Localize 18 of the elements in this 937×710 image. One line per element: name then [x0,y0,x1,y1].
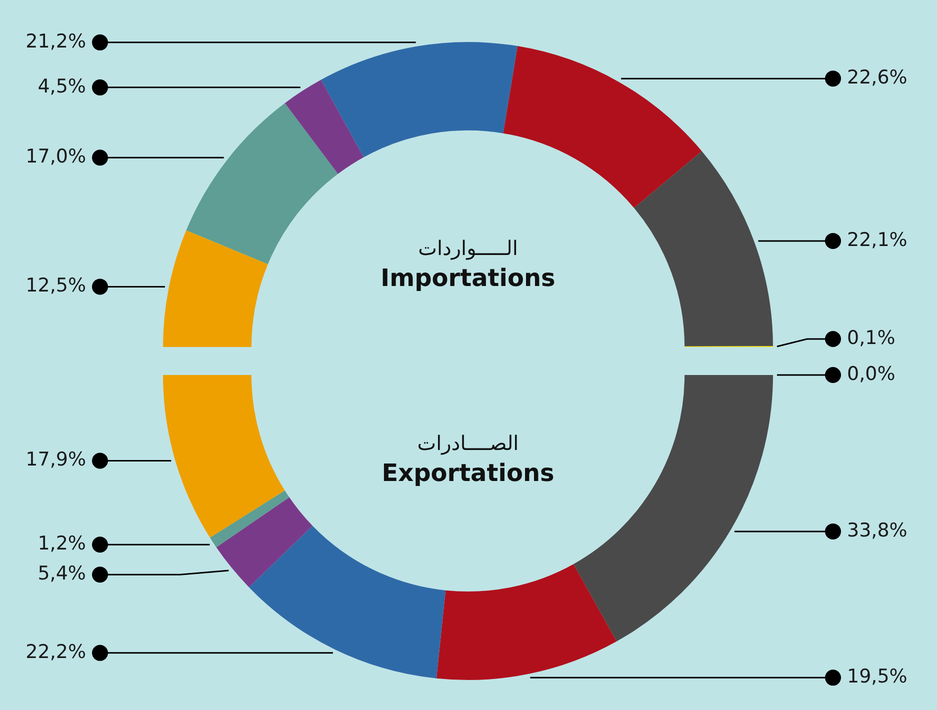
data-label: 4,5% [38,75,86,98]
data-label: 22,2% [26,640,86,663]
data-label: 0,1% [847,326,896,349]
data-label: 22,1% [847,228,908,251]
text: Exportations [382,459,554,488]
data-label: 17,0% [26,146,86,168]
data-label: 12,5% [26,274,86,297]
data-label: 5,4% [38,562,86,585]
data-label: 21,2% [26,30,86,52]
data-label: 22,6% [847,66,908,89]
text: Importations [380,264,556,292]
text: الـــــواردات [418,236,518,260]
data-label: 1,2% [38,532,86,555]
text: 0,0% [847,362,896,385]
data-label: 17,9% [26,448,86,471]
text: الصــــادرات [417,431,519,456]
data-label: 33,8% [847,519,908,542]
data-label: 19,5% [847,666,908,688]
